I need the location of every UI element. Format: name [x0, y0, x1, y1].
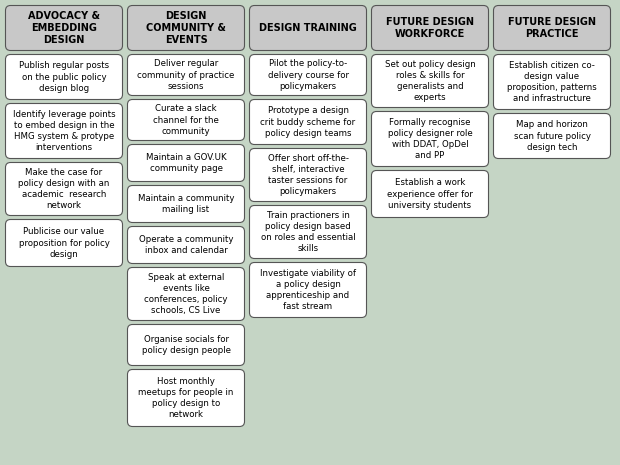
FancyBboxPatch shape	[6, 6, 123, 51]
Text: FUTURE DESIGN
WORKFORCE: FUTURE DESIGN WORKFORCE	[386, 17, 474, 39]
Text: Curate a slack
channel for the
community: Curate a slack channel for the community	[153, 105, 219, 136]
FancyBboxPatch shape	[371, 171, 489, 218]
FancyBboxPatch shape	[371, 54, 489, 107]
FancyBboxPatch shape	[128, 54, 244, 95]
Text: Identify leverage points
to embed design in the
HMG system & protype
interventio: Identify leverage points to embed design…	[12, 110, 115, 152]
Text: Deliver regular
community of practice
sessions: Deliver regular community of practice se…	[137, 60, 235, 91]
FancyBboxPatch shape	[249, 100, 366, 145]
Text: DESIGN
COMMUNITY &
EVENTS: DESIGN COMMUNITY & EVENTS	[146, 11, 226, 46]
Text: Pilot the policy-to-
delivery course for
policymakers: Pilot the policy-to- delivery course for…	[267, 60, 348, 91]
Text: Publicise our value
proposition for policy
design: Publicise our value proposition for poli…	[19, 227, 110, 259]
FancyBboxPatch shape	[371, 6, 489, 51]
Text: Formally recognise
policy designer role
with DDAT, OpDel
and PP: Formally recognise policy designer role …	[388, 118, 472, 160]
Text: ADVOCACY &
EMBEDDING
DESIGN: ADVOCACY & EMBEDDING DESIGN	[28, 11, 100, 46]
FancyBboxPatch shape	[128, 6, 244, 51]
Text: Establish a work
experience offer for
university students: Establish a work experience offer for un…	[387, 179, 473, 210]
FancyBboxPatch shape	[128, 267, 244, 320]
Text: DESIGN TRAINING: DESIGN TRAINING	[259, 23, 357, 33]
FancyBboxPatch shape	[371, 112, 489, 166]
FancyBboxPatch shape	[249, 148, 366, 201]
FancyBboxPatch shape	[6, 104, 123, 159]
Text: Maintain a community
mailing list: Maintain a community mailing list	[138, 194, 234, 214]
FancyBboxPatch shape	[6, 54, 123, 100]
Text: Host monthly
meetups for people in
policy design to
network: Host monthly meetups for people in polic…	[138, 377, 234, 419]
Text: Speak at external
events like
conferences, policy
schools, CS Live: Speak at external events like conference…	[144, 273, 228, 315]
Text: Operate a community
inbox and calendar: Operate a community inbox and calendar	[139, 235, 233, 255]
Text: Investigate viability of
a policy design
apprenticeship and
fast stream: Investigate viability of a policy design…	[260, 269, 356, 311]
Text: Publish regular posts
on the public policy
design blog: Publish regular posts on the public poli…	[19, 61, 109, 93]
Text: Maintain a GOV.UK
community page: Maintain a GOV.UK community page	[146, 153, 226, 173]
FancyBboxPatch shape	[494, 113, 611, 159]
FancyBboxPatch shape	[494, 54, 611, 109]
FancyBboxPatch shape	[494, 6, 611, 51]
FancyBboxPatch shape	[128, 370, 244, 426]
Text: Make the case for
policy design with an
academic  research
network: Make the case for policy design with an …	[19, 168, 110, 210]
FancyBboxPatch shape	[128, 325, 244, 365]
Text: Offer short off-the-
shelf, interactive
taster sessions for
policymakers: Offer short off-the- shelf, interactive …	[267, 154, 348, 196]
FancyBboxPatch shape	[128, 186, 244, 222]
FancyBboxPatch shape	[128, 100, 244, 140]
FancyBboxPatch shape	[128, 226, 244, 264]
FancyBboxPatch shape	[249, 263, 366, 318]
FancyBboxPatch shape	[6, 162, 123, 215]
FancyBboxPatch shape	[6, 219, 123, 266]
Text: Set out policy design
roles & skills for
generalists and
experts: Set out policy design roles & skills for…	[384, 60, 476, 102]
FancyBboxPatch shape	[249, 206, 366, 259]
Text: Organise socials for
policy design people: Organise socials for policy design peopl…	[141, 335, 231, 355]
FancyBboxPatch shape	[128, 145, 244, 181]
Text: Prototype a design
crit buddy scheme for
policy design teams: Prototype a design crit buddy scheme for…	[260, 106, 355, 138]
Text: Map and horizon
scan future policy
design tech: Map and horizon scan future policy desig…	[513, 120, 590, 152]
Text: Train practioners in
policy design based
on roles and essential
skills: Train practioners in policy design based…	[260, 211, 355, 253]
Text: Establish citizen co-
design value
proposition, patterns
and infrastructure: Establish citizen co- design value propo…	[507, 61, 597, 103]
FancyBboxPatch shape	[249, 54, 366, 95]
FancyBboxPatch shape	[249, 6, 366, 51]
Text: FUTURE DESIGN
PRACTICE: FUTURE DESIGN PRACTICE	[508, 17, 596, 39]
